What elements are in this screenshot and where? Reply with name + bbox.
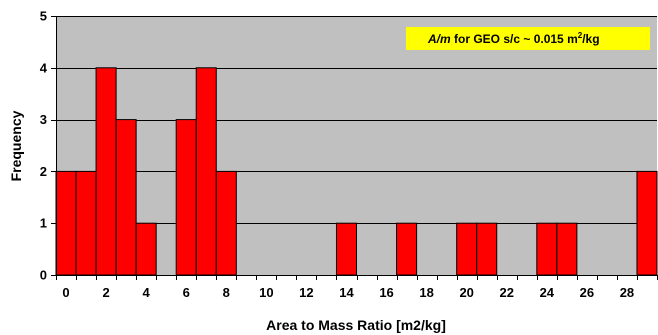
bar: [556, 222, 578, 276]
x-tick-label: 8: [223, 285, 230, 300]
x-tick-label: 18: [419, 285, 433, 300]
bar: [536, 222, 558, 276]
bar: [175, 119, 197, 276]
annotation-box: [406, 27, 650, 50]
bar: [115, 119, 137, 276]
bar: [636, 170, 658, 276]
bar: [476, 222, 498, 276]
annotation: A/m for GEO s/c ~ 0.015 m2/kg: [406, 27, 650, 50]
y-tick-label: 0: [40, 268, 47, 283]
annotation-body: for GEO s/c ~ 0.015 m: [451, 32, 578, 46]
x-tick-label: 20: [459, 285, 473, 300]
annotation-italic: A/m: [427, 32, 451, 46]
x-tick-label: 4: [143, 285, 151, 300]
annotation-suffix: /kg: [582, 32, 599, 46]
y-tick-label: 1: [40, 216, 47, 231]
bar: [135, 222, 157, 276]
x-tick-label: 2: [102, 285, 109, 300]
bar: [456, 222, 478, 276]
y-tick-label: 2: [40, 164, 47, 179]
x-tick-label: 10: [259, 285, 273, 300]
y-tick-labels: 0 1 2 3 4 5: [40, 9, 48, 283]
bar: [396, 222, 418, 276]
bar: [335, 222, 358, 276]
annotation-text: A/m for GEO s/c ~ 0.015 m2/kg: [427, 31, 600, 46]
bar: [215, 170, 237, 276]
x-tick-label: 28: [620, 285, 634, 300]
x-tick-labels: 0 2 4 6 8 10 12 14 16 18 20 22 24 26 28: [62, 285, 634, 300]
x-tick-label: 16: [379, 285, 393, 300]
annotation-superscript: 2: [578, 31, 583, 40]
x-tick-label: 24: [540, 285, 555, 300]
y-tick-label: 5: [40, 9, 47, 24]
x-tick-label: 22: [500, 285, 514, 300]
x-tick-label: 26: [580, 285, 594, 300]
bar: [195, 67, 217, 276]
axes: [51, 16, 658, 280]
x-tick-label: 6: [183, 285, 190, 300]
x-tick-label: 0: [62, 285, 69, 300]
bar: [95, 67, 117, 276]
bar: [55, 170, 77, 276]
y-axis-title: Frequency: [8, 110, 24, 181]
y-tick-label: 4: [40, 60, 48, 75]
y-tick-label: 3: [40, 112, 47, 127]
bar: [75, 170, 97, 276]
x-axis-title: Area to Mass Ratio [m2/kg]: [266, 317, 446, 333]
x-tick-label: 12: [299, 285, 313, 300]
x-tick-label: 14: [339, 285, 354, 300]
